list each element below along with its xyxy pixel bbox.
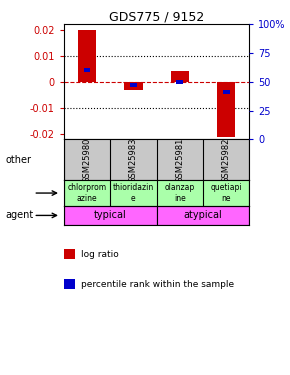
Text: GSM25981: GSM25981 [175,137,184,183]
Text: log ratio: log ratio [81,250,119,259]
Text: olanzap
ine: olanzap ine [165,183,195,203]
Bar [78,30,96,82]
Text: GSM25980: GSM25980 [82,137,92,183]
Bar [171,71,189,82]
Text: GSM25982: GSM25982 [222,137,231,183]
Text: typical: typical [94,210,126,220]
Bar [84,68,90,72]
Bar [157,206,249,225]
Text: thioridazin
e: thioridazin e [113,183,154,203]
Text: agent: agent [6,210,34,220]
Bar [176,81,183,84]
Text: quetiapi
ne: quetiapi ne [210,183,242,203]
Bar [217,82,235,137]
Bar [223,90,230,94]
Text: other: other [6,155,32,165]
Text: chlorprom
azine: chlorprom azine [68,183,106,203]
Text: GSM25983: GSM25983 [129,137,138,183]
Text: percentile rank within the sample: percentile rank within the sample [81,280,234,289]
Title: GDS775 / 9152: GDS775 / 9152 [109,10,204,23]
Bar [64,206,157,225]
Bar [130,83,137,87]
Bar [124,82,143,90]
Text: atypical: atypical [184,210,222,220]
